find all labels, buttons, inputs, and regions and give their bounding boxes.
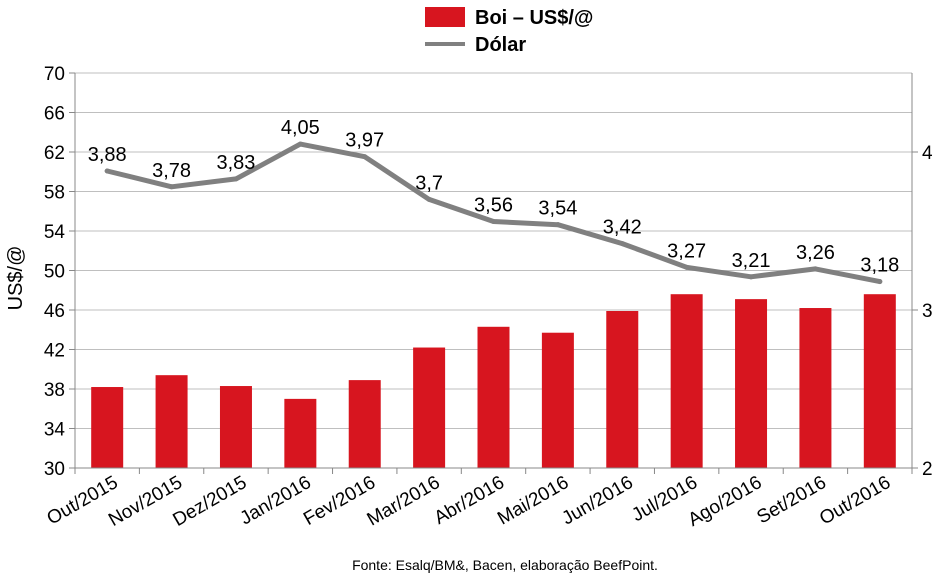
y2-tick-label: 3 [922,301,933,322]
legend-label-bar: Boi – US$/@ [475,7,593,29]
legend-label-line: Dólar [475,34,526,56]
axes [69,72,918,474]
data-label: 3,42 [603,217,642,239]
legend-swatch-bar [425,7,465,27]
dolar-point [426,196,432,202]
y-tick-label: 50 [44,262,65,283]
data-label: 3,78 [152,160,191,182]
dolar-point [812,266,818,272]
dolar-point [619,241,625,247]
dolar-point [169,184,175,190]
dolar-point [491,219,496,225]
legend: Boi – US$/@ Dólar [425,7,593,56]
data-label: 3,21 [732,250,771,272]
x-tick-label: Mar/2016 [364,472,444,530]
x-tick-label: Ago/2016 [685,472,766,531]
data-label: 3,56 [474,195,513,217]
dolar-point [104,168,110,174]
bar [91,387,124,468]
dolar-point [748,274,754,280]
line-series [104,141,883,285]
y-tick-label: 62 [44,143,65,164]
dolar-point [362,154,368,160]
bar [606,310,639,468]
bar [863,294,896,468]
dolar-point [297,141,303,147]
data-label: 3,54 [538,198,577,220]
bar [155,375,188,468]
dolar-point [684,264,690,270]
bar [670,294,703,468]
y-tick-label: 58 [44,183,65,204]
bar [541,332,574,468]
grid-lines [75,72,912,469]
bar [284,398,317,468]
x-tick-label: Jun/2016 [559,472,637,529]
source-note: Fonte: Esalq/BM&, Bacen, elaboração Beef… [352,557,658,573]
data-label: 3,27 [667,240,706,262]
bar [219,386,252,468]
data-labels: 3,88 3,78 3,83 4,05 3,97 3,7 3,56 3,54 3,42 3,27 3… [88,117,900,276]
x-tick-label: Fev/2016 [300,472,379,530]
x-tick-label: Dez/2015 [170,472,251,531]
y2-tick-label: 4 [922,143,933,164]
x-tick-label: Abr/2016 [431,472,508,529]
y-tick-label: 38 [44,380,65,401]
y-tick-label: 42 [44,341,65,362]
y2-tick-label: 2 [922,459,933,480]
data-label: 3,97 [345,130,384,152]
bar-series [91,294,896,468]
x-tick-label: Jan/2016 [237,472,315,529]
bar [477,326,510,468]
x-tick-label: Out/2016 [816,472,894,529]
data-label: 3,83 [216,152,255,174]
bar [413,347,446,468]
data-label: 3,7 [415,172,443,194]
x-tick-label: Set/2016 [754,472,830,528]
data-label: 3,88 [88,144,127,166]
data-label: 4,05 [281,117,320,139]
y-tick-label: 54 [44,222,66,243]
dolar-point [555,222,561,228]
y-tick-label: 46 [44,301,65,322]
bar [799,308,832,468]
data-label: 3,26 [796,242,835,264]
dolar-point [877,279,883,285]
x-tick-label: Mai/2016 [494,472,572,529]
y-tick-label: 66 [44,104,65,125]
data-label: 3,18 [860,255,899,277]
y-axis-title: US$/@ [5,246,27,311]
y-tick-label: 34 [44,420,66,441]
y-tick-label: 70 [44,64,65,85]
bar [735,299,768,468]
y-tick-label: 30 [44,459,65,480]
dolar-point [233,176,239,182]
bar [348,380,381,468]
